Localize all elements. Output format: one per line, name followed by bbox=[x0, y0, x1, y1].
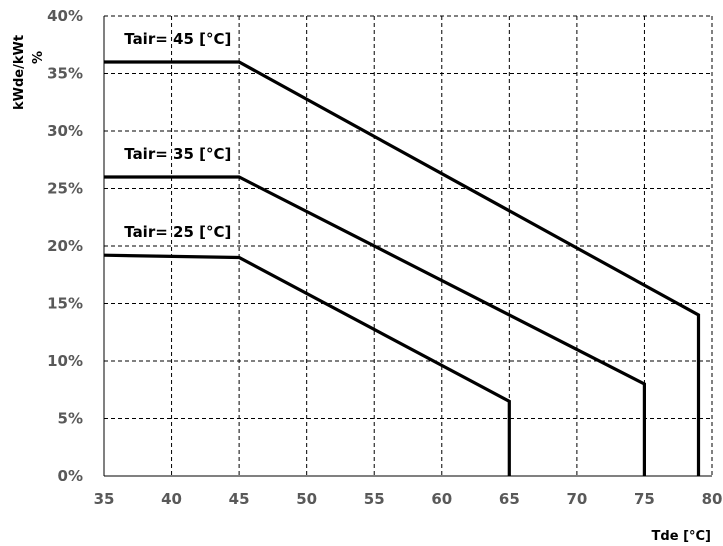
y-tick-label: 25% bbox=[47, 180, 83, 198]
grid bbox=[104, 15, 712, 476]
y-tick-label: 40% bbox=[47, 7, 83, 25]
y-axis-label: kWde/kWt bbox=[12, 35, 27, 110]
series-label: Tair= 35 [°C] bbox=[124, 145, 231, 163]
y-tick-label: 5% bbox=[58, 410, 83, 428]
plot-frame bbox=[103, 15, 713, 477]
y-tick-label: 0% bbox=[58, 467, 83, 485]
series-label: Tair= 45 [°C] bbox=[124, 30, 231, 48]
x-axis-ticks: 35 40 45 50 55 60 65 70 75 80 bbox=[94, 490, 723, 508]
x-tick-label: 75 bbox=[634, 490, 655, 508]
y-tick-label: 30% bbox=[47, 122, 83, 140]
series-line bbox=[104, 175, 647, 476]
x-tick-label: 60 bbox=[431, 490, 452, 508]
y-tick-label: 15% bbox=[47, 295, 83, 313]
y-tick-label: 10% bbox=[47, 352, 83, 370]
y-tick-label: 35% bbox=[47, 65, 83, 83]
series-line bbox=[103, 253, 511, 476]
x-tick-label: 80 bbox=[702, 490, 723, 508]
series-label: Tair= 25 [°C] bbox=[124, 223, 231, 241]
x-axis-label: Tde [°C] bbox=[652, 529, 711, 544]
x-tick-label: 35 bbox=[94, 490, 115, 508]
x-tick-label: 70 bbox=[566, 490, 587, 508]
x-tick-label: 55 bbox=[364, 490, 385, 508]
y-axis-ticks: 0% 5% 10% 15% 20% 25% 30% 35% 40% bbox=[47, 7, 83, 485]
x-tick-label: 65 bbox=[499, 490, 520, 508]
y-tick-label: 20% bbox=[47, 237, 83, 255]
y-axis-unit: % bbox=[31, 51, 46, 64]
x-tick-label: 45 bbox=[229, 490, 250, 508]
series-labels: Tair= 45 [°C] Tair= 35 [°C] Tair= 25 [°C] bbox=[124, 30, 231, 241]
x-tick-label: 50 bbox=[296, 490, 317, 508]
x-tick-label: 40 bbox=[161, 490, 182, 508]
series-group bbox=[103, 60, 701, 476]
series-line bbox=[104, 60, 701, 476]
